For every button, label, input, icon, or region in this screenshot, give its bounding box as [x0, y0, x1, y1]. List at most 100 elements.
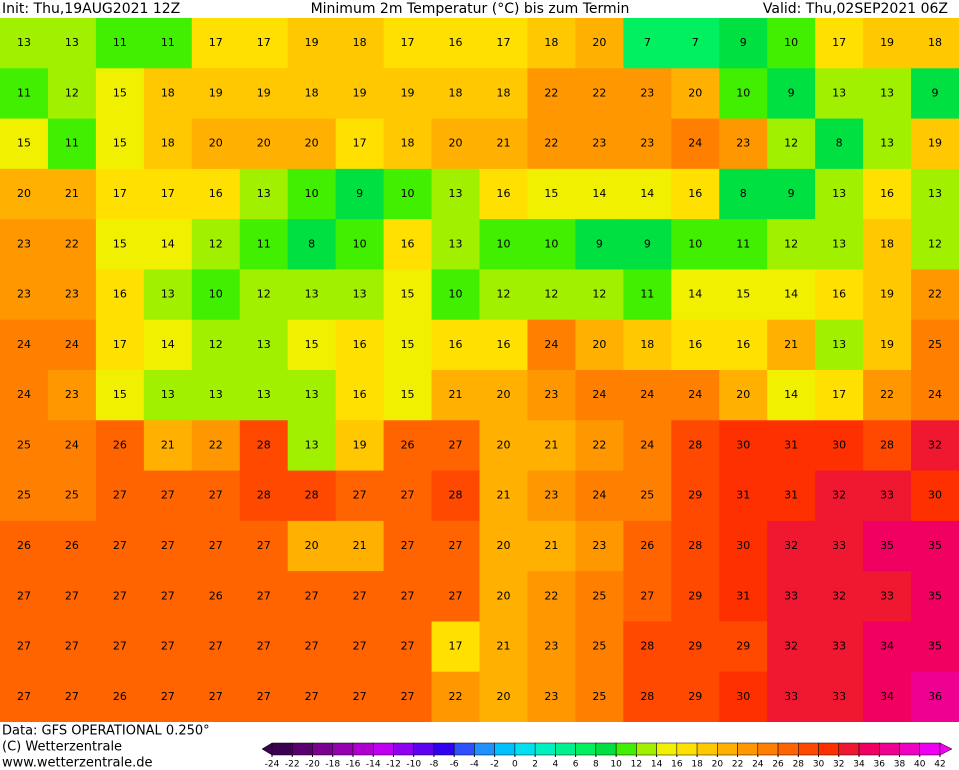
- temp-cell: [815, 470, 864, 522]
- temp-label: 27: [353, 640, 367, 653]
- colorbar-swatch: [696, 742, 718, 756]
- colorbar-label: 32: [833, 760, 844, 770]
- temp-cell: [911, 571, 959, 622]
- temp-label: 27: [353, 589, 367, 602]
- temp-cell: [47, 370, 97, 421]
- temp-label: 18: [544, 36, 558, 49]
- temp-cell: [623, 671, 672, 723]
- temp-cell: [335, 571, 385, 622]
- temp-cell: [815, 319, 864, 371]
- colorbar-label: -18: [325, 760, 340, 770]
- temp-label: 23: [544, 690, 558, 703]
- temp-label: 26: [17, 539, 31, 552]
- temp-cell: [863, 118, 912, 170]
- temp-cell: [0, 520, 49, 572]
- temp-cell: [0, 68, 49, 120]
- temp-label: 25: [592, 589, 606, 602]
- temp-label: 20: [736, 388, 750, 401]
- temp-label: 20: [496, 388, 510, 401]
- temp-cell: [863, 621, 912, 673]
- temp-label: 9: [740, 36, 747, 49]
- temp-cell: [479, 671, 528, 723]
- temp-label: 22: [544, 589, 558, 602]
- temp-cell: [239, 671, 289, 723]
- temp-cell: [143, 118, 193, 170]
- temp-cell: [623, 571, 672, 622]
- temp-cell: [671, 319, 720, 371]
- temp-label: 13: [305, 288, 319, 301]
- temp-cell: [671, 68, 720, 120]
- temp-label: 19: [880, 288, 894, 301]
- temp-label: 24: [688, 137, 702, 150]
- temp-label: 28: [257, 489, 271, 502]
- temp-label: 21: [161, 438, 175, 451]
- colorbar-label: 24: [752, 760, 764, 770]
- temp-cell: [239, 269, 289, 321]
- temp-label: 27: [209, 640, 223, 653]
- temp-cell: [47, 571, 97, 622]
- colorbar-label: -22: [285, 760, 300, 770]
- temp-cell: [767, 621, 816, 673]
- temp-cell: [287, 520, 337, 572]
- temp-label: 27: [113, 539, 127, 552]
- temp-label: 7: [692, 36, 699, 49]
- colorbar-label: -12: [386, 760, 401, 770]
- temp-cell: [191, 520, 241, 572]
- valid-label: Valid: Thu,02SEP2021 06Z: [763, 1, 948, 17]
- temp-label: 9: [932, 86, 939, 99]
- temp-label: 21: [449, 388, 463, 401]
- temp-cell: [911, 420, 959, 472]
- temp-label: 20: [688, 86, 702, 99]
- temp-label: 32: [832, 489, 846, 502]
- temp-label: 30: [736, 690, 750, 703]
- temp-cell: [575, 671, 624, 723]
- temp-cell: [479, 18, 528, 69]
- temp-cell: [143, 269, 193, 321]
- temp-label: 10: [544, 237, 558, 250]
- temp-label: 15: [113, 237, 127, 250]
- temp-label: 13: [880, 86, 894, 99]
- temp-label: 18: [353, 36, 367, 49]
- temp-cell: [911, 118, 959, 170]
- temp-cell: [575, 68, 624, 120]
- colorbar-label: 4: [553, 760, 559, 770]
- colorbar-swatch: [474, 742, 495, 756]
- temp-label: 33: [832, 539, 846, 552]
- temp-label: 27: [65, 640, 79, 653]
- temp-cell: [383, 470, 433, 522]
- temp-label: 27: [209, 489, 223, 502]
- temp-label: 13: [257, 187, 271, 200]
- temp-cell: [719, 118, 768, 170]
- temp-cell: [719, 319, 768, 371]
- temp-cell: [95, 571, 145, 622]
- temp-label: 24: [17, 388, 31, 401]
- temp-label: 12: [209, 338, 223, 351]
- temp-cell: [479, 168, 528, 220]
- temp-label: 27: [257, 690, 271, 703]
- temp-label: 11: [113, 36, 127, 49]
- temp-cell: [527, 118, 576, 170]
- temp-cell: [527, 219, 576, 270]
- temp-label: 27: [401, 589, 415, 602]
- temp-label: 18: [305, 86, 319, 99]
- temp-label: 28: [880, 438, 894, 451]
- temp-cell: [767, 18, 816, 69]
- temp-cell: [287, 470, 337, 522]
- temp-label: 15: [736, 288, 750, 301]
- temp-cell: [95, 118, 145, 170]
- temp-cell: [95, 470, 145, 522]
- temp-label: 13: [305, 388, 319, 401]
- temp-cell: [431, 621, 480, 673]
- colorbar-label: 10: [610, 760, 622, 770]
- temp-label: 25: [640, 489, 654, 502]
- temp-label: 18: [449, 86, 463, 99]
- temp-cell: [527, 671, 576, 723]
- colorbar-label: 38: [894, 760, 906, 770]
- temp-label: 31: [736, 589, 750, 602]
- temp-cell: [191, 621, 241, 673]
- temp-label: 28: [640, 690, 654, 703]
- temp-label: 24: [17, 338, 31, 351]
- temp-cell: [383, 68, 433, 120]
- temp-label: 12: [65, 86, 79, 99]
- temp-label: 22: [928, 288, 942, 301]
